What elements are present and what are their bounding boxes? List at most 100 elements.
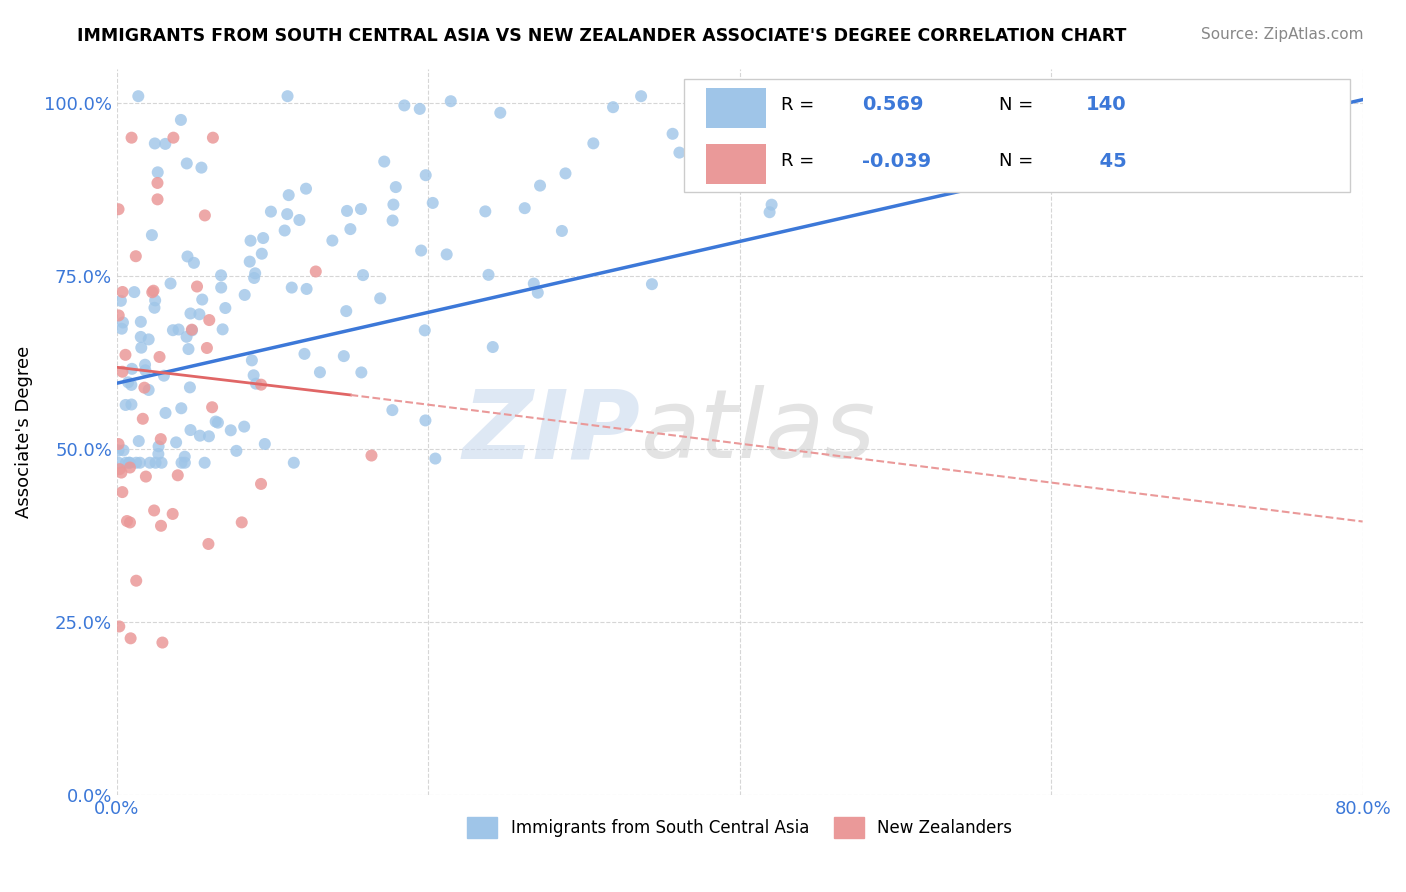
Point	[582, 136, 605, 151]
Point	[107, 456, 129, 470]
Point	[176, 250, 198, 264]
Point	[194, 209, 217, 223]
Point	[165, 435, 187, 450]
Point	[179, 380, 201, 394]
Point	[198, 429, 221, 443]
Point	[143, 503, 166, 517]
Point	[382, 197, 405, 211]
Point	[107, 309, 129, 323]
Point	[250, 246, 273, 260]
Point	[250, 377, 273, 392]
Point	[183, 256, 205, 270]
Point	[276, 207, 298, 221]
Point	[277, 89, 299, 103]
Point	[489, 105, 512, 120]
Point	[180, 323, 202, 337]
Point	[146, 176, 169, 190]
Point	[179, 306, 201, 320]
Point	[173, 456, 195, 470]
Point	[335, 304, 357, 318]
Point	[385, 180, 408, 194]
Point	[529, 178, 551, 193]
Point	[150, 456, 173, 470]
Point	[440, 94, 463, 108]
Point	[176, 330, 198, 344]
Point	[114, 398, 136, 412]
Point	[125, 249, 148, 263]
Point	[219, 423, 242, 437]
Point	[661, 127, 683, 141]
Point	[138, 383, 160, 397]
Point	[668, 145, 690, 160]
Point	[167, 322, 190, 336]
Bar	[706, 87, 766, 128]
Point	[245, 376, 267, 391]
Text: 45: 45	[1085, 152, 1126, 170]
Point	[231, 516, 253, 530]
Point	[413, 323, 436, 337]
Point	[115, 456, 138, 470]
Point	[477, 268, 499, 282]
Point	[162, 507, 184, 521]
Point	[260, 204, 283, 219]
Point	[114, 348, 136, 362]
Point	[124, 285, 146, 299]
Text: 140: 140	[1085, 95, 1126, 114]
Point	[108, 462, 131, 476]
Point	[225, 443, 247, 458]
Point	[159, 277, 181, 291]
Point	[143, 293, 166, 308]
Text: atlas: atlas	[640, 385, 875, 478]
Point	[253, 437, 276, 451]
Point	[915, 89, 938, 103]
Point	[436, 247, 458, 261]
Point	[177, 342, 200, 356]
Point	[128, 434, 150, 448]
Point	[352, 268, 374, 282]
Point	[758, 205, 780, 219]
Text: R =: R =	[780, 152, 820, 170]
Point	[240, 353, 263, 368]
Point	[761, 197, 783, 211]
Point	[415, 168, 437, 182]
Point	[135, 469, 157, 483]
Point	[211, 322, 233, 336]
Point	[409, 102, 432, 116]
Point	[239, 254, 262, 268]
Point	[333, 349, 356, 363]
Point	[111, 285, 134, 299]
Point	[108, 619, 131, 633]
Point	[513, 201, 536, 215]
Point	[153, 368, 176, 383]
Text: -0.039: -0.039	[862, 152, 931, 170]
Point	[350, 202, 373, 216]
Point	[146, 165, 169, 179]
Text: N =: N =	[998, 152, 1033, 170]
Point	[250, 477, 273, 491]
Point	[350, 366, 373, 380]
Point	[186, 279, 208, 293]
Point	[772, 89, 794, 103]
Point	[195, 341, 218, 355]
Text: 0.569: 0.569	[862, 95, 924, 114]
Point	[252, 231, 274, 245]
Point	[198, 313, 221, 327]
Point	[209, 268, 232, 283]
Point	[145, 456, 167, 470]
Point	[134, 358, 156, 372]
Point	[336, 203, 359, 218]
Text: N =: N =	[998, 95, 1033, 114]
Point	[170, 456, 193, 470]
Point	[305, 264, 328, 278]
Point	[630, 89, 652, 103]
Point	[111, 322, 134, 336]
Point	[155, 136, 177, 151]
Point	[117, 376, 139, 390]
Point	[107, 202, 129, 217]
Point	[381, 213, 404, 227]
Point	[425, 451, 447, 466]
Point	[309, 365, 332, 379]
Point	[321, 234, 343, 248]
Point	[277, 188, 299, 202]
Point	[209, 280, 232, 294]
